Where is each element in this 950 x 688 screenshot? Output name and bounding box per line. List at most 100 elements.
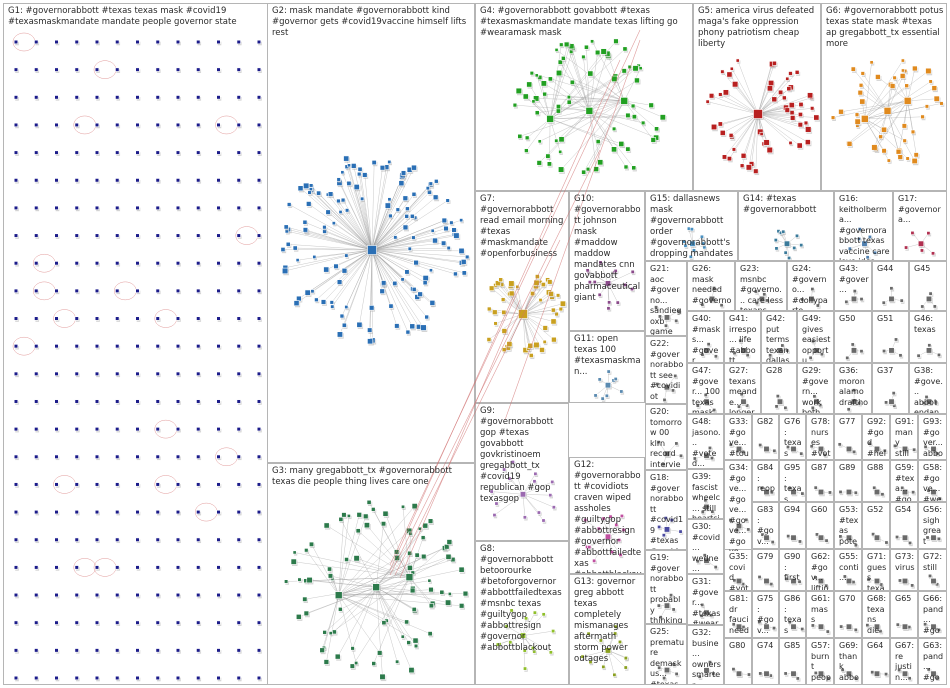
node-g3-59[interactable] <box>381 620 387 626</box>
hub-node-g83[interactable] <box>763 534 770 541</box>
node-g2-86[interactable] <box>343 155 350 162</box>
node-g25-1[interactable] <box>662 676 667 681</box>
node-g1-6-4[interactable] <box>94 205 100 211</box>
node-g7-12[interactable] <box>540 282 546 288</box>
node-g4-22[interactable] <box>522 93 529 100</box>
node-g1-1-5[interactable] <box>115 67 120 72</box>
hub-node-g93[interactable] <box>930 445 937 453</box>
node-g1-4-1[interactable] <box>34 150 39 155</box>
node-g1-23-9[interactable] <box>196 675 201 681</box>
node-g7-34[interactable] <box>527 342 534 349</box>
node-g1-5-9[interactable] <box>196 178 201 183</box>
node-g5-41[interactable] <box>708 93 715 99</box>
node-g1-4-4[interactable] <box>94 150 100 155</box>
node-g5-52[interactable] <box>763 139 770 146</box>
node-g95-1[interactable] <box>788 486 793 491</box>
node-g3-71[interactable] <box>428 603 434 609</box>
node-g5-30[interactable] <box>771 96 778 103</box>
node-g20-3[interactable] <box>674 441 679 446</box>
hub-node-g92[interactable] <box>873 445 881 453</box>
node-g4-28[interactable] <box>531 99 536 104</box>
node-g1-3-3[interactable] <box>74 122 79 128</box>
node-g6-15[interactable] <box>895 148 902 155</box>
node-g1-16-11[interactable] <box>236 482 241 487</box>
node-g3-84[interactable] <box>411 607 417 612</box>
hub-node-g13[interactable] <box>604 647 612 654</box>
node-g24-1[interactable] <box>800 297 805 302</box>
hub-node-g4-1[interactable] <box>546 115 554 123</box>
hub-node-g65[interactable] <box>901 623 909 630</box>
node-g15-7[interactable] <box>699 234 704 239</box>
node-g1-1-0[interactable] <box>13 67 19 72</box>
node-g1-15-3[interactable] <box>74 454 79 459</box>
node-g11-1[interactable] <box>604 393 609 398</box>
node-g24-2[interactable] <box>810 287 815 292</box>
hub-node-g6-2[interactable] <box>903 97 912 105</box>
hub-node-g82[interactable] <box>763 445 770 453</box>
node-g1-17-8[interactable] <box>175 509 181 515</box>
node-g1-23-7[interactable] <box>155 675 160 681</box>
node-g1-8-11[interactable] <box>236 261 241 266</box>
hub-node-g61[interactable] <box>817 623 825 630</box>
node-g2-16[interactable] <box>384 202 391 209</box>
node-g1-22-6[interactable] <box>135 648 140 653</box>
node-g74-1[interactable] <box>758 671 763 676</box>
node-g2-10[interactable] <box>331 221 336 226</box>
node-g4-70[interactable] <box>559 42 564 47</box>
node-g3-72[interactable] <box>327 573 334 579</box>
node-g5-9[interactable] <box>788 71 793 76</box>
node-g93-1[interactable] <box>923 444 928 449</box>
node-g1-0-8[interactable] <box>175 39 181 45</box>
node-g3-11[interactable] <box>338 607 343 612</box>
node-g14-2[interactable] <box>783 250 788 255</box>
hub-node-g55[interactable] <box>845 577 853 585</box>
node-g1-3-9[interactable] <box>196 122 201 128</box>
hub-node-g30[interactable] <box>703 557 710 564</box>
node-g4-2[interactable] <box>558 136 565 143</box>
hub-node-g41[interactable] <box>740 347 747 354</box>
node-g2-46[interactable] <box>367 338 374 345</box>
node-g6-2[interactable] <box>892 75 897 80</box>
node-g7-44[interactable] <box>492 309 498 315</box>
node-g1-15-10[interactable] <box>216 454 221 459</box>
node-g4-76[interactable] <box>534 73 539 78</box>
node-g21-1[interactable] <box>663 323 668 328</box>
node-g3-1[interactable] <box>356 512 362 518</box>
node-g4-36[interactable] <box>512 102 518 108</box>
node-g1-0-6[interactable] <box>135 39 140 45</box>
node-g15-2[interactable] <box>688 254 693 259</box>
node-g5-40[interactable] <box>784 107 790 113</box>
node-g47-2[interactable] <box>703 392 708 397</box>
node-g1-23-1[interactable] <box>34 675 39 681</box>
node-g3-21[interactable] <box>350 646 355 651</box>
node-g4-42[interactable] <box>557 59 563 65</box>
node-g1-13-11[interactable] <box>236 399 241 404</box>
node-g1-16-4[interactable] <box>94 482 100 487</box>
node-g3-61[interactable] <box>394 555 401 561</box>
node-g49-2[interactable] <box>811 339 816 344</box>
node-g9-2[interactable] <box>541 518 546 523</box>
node-g4-61[interactable] <box>622 46 628 52</box>
node-g4-63[interactable] <box>584 44 589 50</box>
node-g14-7[interactable] <box>781 229 786 234</box>
hub-node-g66[interactable] <box>930 623 937 630</box>
node-g2-131[interactable] <box>404 269 410 275</box>
node-g4-11[interactable] <box>555 69 563 77</box>
node-g4-18[interactable] <box>555 104 561 110</box>
node-g55-1[interactable] <box>842 574 847 579</box>
node-g1-7-6[interactable] <box>135 233 140 238</box>
node-g1-2-10[interactable] <box>216 95 221 100</box>
node-g1-8-1[interactable] <box>34 261 39 266</box>
node-g36-1[interactable] <box>846 407 851 412</box>
node-g2-36[interactable] <box>329 300 334 305</box>
node-g3-47[interactable] <box>328 631 333 636</box>
node-g1-16-9[interactable] <box>196 482 201 487</box>
node-g1-14-10[interactable] <box>216 427 221 432</box>
node-g6-31[interactable] <box>924 104 930 109</box>
node-g5-23[interactable] <box>728 133 734 138</box>
node-g2-64[interactable] <box>322 225 327 230</box>
node-g3-75[interactable] <box>400 634 405 639</box>
node-g1-12-11[interactable] <box>236 371 241 376</box>
node-g37-1[interactable] <box>884 400 889 405</box>
node-g1-22-0[interactable] <box>13 648 19 653</box>
